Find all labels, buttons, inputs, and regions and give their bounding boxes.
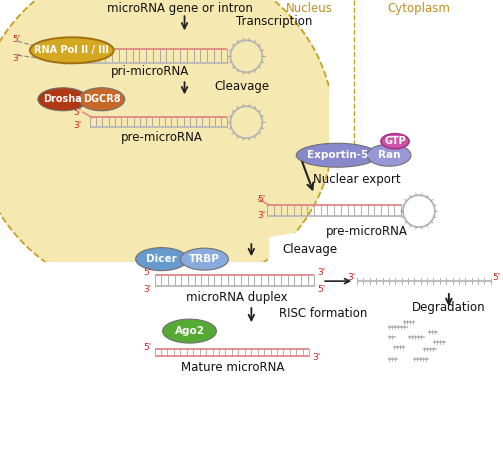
Text: 5': 5' [143, 343, 151, 351]
Text: Degradation: Degradation [412, 301, 486, 314]
Text: Cleavage: Cleavage [282, 243, 338, 255]
Text: Ran: Ran [378, 150, 400, 160]
Text: RNA Pol II / III: RNA Pol II / III [34, 45, 109, 55]
Ellipse shape [296, 143, 378, 167]
PathPatch shape [269, 0, 501, 457]
Text: Mature microRNA: Mature microRNA [181, 361, 284, 373]
Text: Ago2: Ago2 [175, 326, 205, 336]
Ellipse shape [0, 0, 334, 297]
Text: 3': 3' [317, 268, 325, 276]
Text: 3': 3' [258, 211, 266, 220]
Ellipse shape [367, 144, 411, 166]
Bar [0, 262, 501, 457]
Text: 3': 3' [347, 273, 355, 282]
Text: 3': 3' [12, 54, 20, 63]
Text: 5': 5' [258, 195, 266, 204]
Text: 5': 5' [317, 285, 325, 294]
Ellipse shape [38, 88, 88, 111]
Ellipse shape [30, 37, 114, 63]
Text: 3': 3' [143, 285, 151, 294]
Text: DGCR8: DGCR8 [83, 94, 121, 104]
Text: 3': 3' [312, 352, 320, 361]
Ellipse shape [162, 319, 216, 343]
Text: 5': 5' [12, 35, 20, 44]
Text: pri-microRNA: pri-microRNA [111, 65, 189, 78]
Ellipse shape [381, 134, 409, 149]
Text: Exportin-5: Exportin-5 [306, 150, 368, 160]
Text: 5': 5' [143, 268, 151, 276]
Text: 3': 3' [73, 121, 82, 130]
Text: GTP: GTP [384, 136, 406, 146]
Text: TRBP: TRBP [189, 254, 220, 264]
Text: microRNA gene or intron: microRNA gene or intron [107, 2, 253, 15]
Text: Nucleus: Nucleus [286, 2, 332, 15]
Text: Cytoplasm: Cytoplasm [387, 2, 450, 15]
Text: pre-microRNA: pre-microRNA [326, 225, 408, 238]
Text: RISC formation: RISC formation [279, 307, 368, 319]
Ellipse shape [79, 88, 125, 111]
Text: microRNA duplex: microRNA duplex [186, 291, 287, 303]
Ellipse shape [136, 248, 188, 271]
Ellipse shape [181, 248, 228, 270]
Text: Dicer: Dicer [146, 254, 177, 264]
Text: 5': 5' [493, 273, 501, 282]
Text: 5': 5' [73, 108, 82, 117]
Text: Nuclear export: Nuclear export [313, 173, 401, 186]
Text: pre-microRNA: pre-microRNA [121, 131, 203, 144]
Text: Cleavage: Cleavage [214, 80, 270, 93]
Text: Drosha: Drosha [43, 94, 82, 104]
Text: Transcription: Transcription [236, 15, 313, 28]
